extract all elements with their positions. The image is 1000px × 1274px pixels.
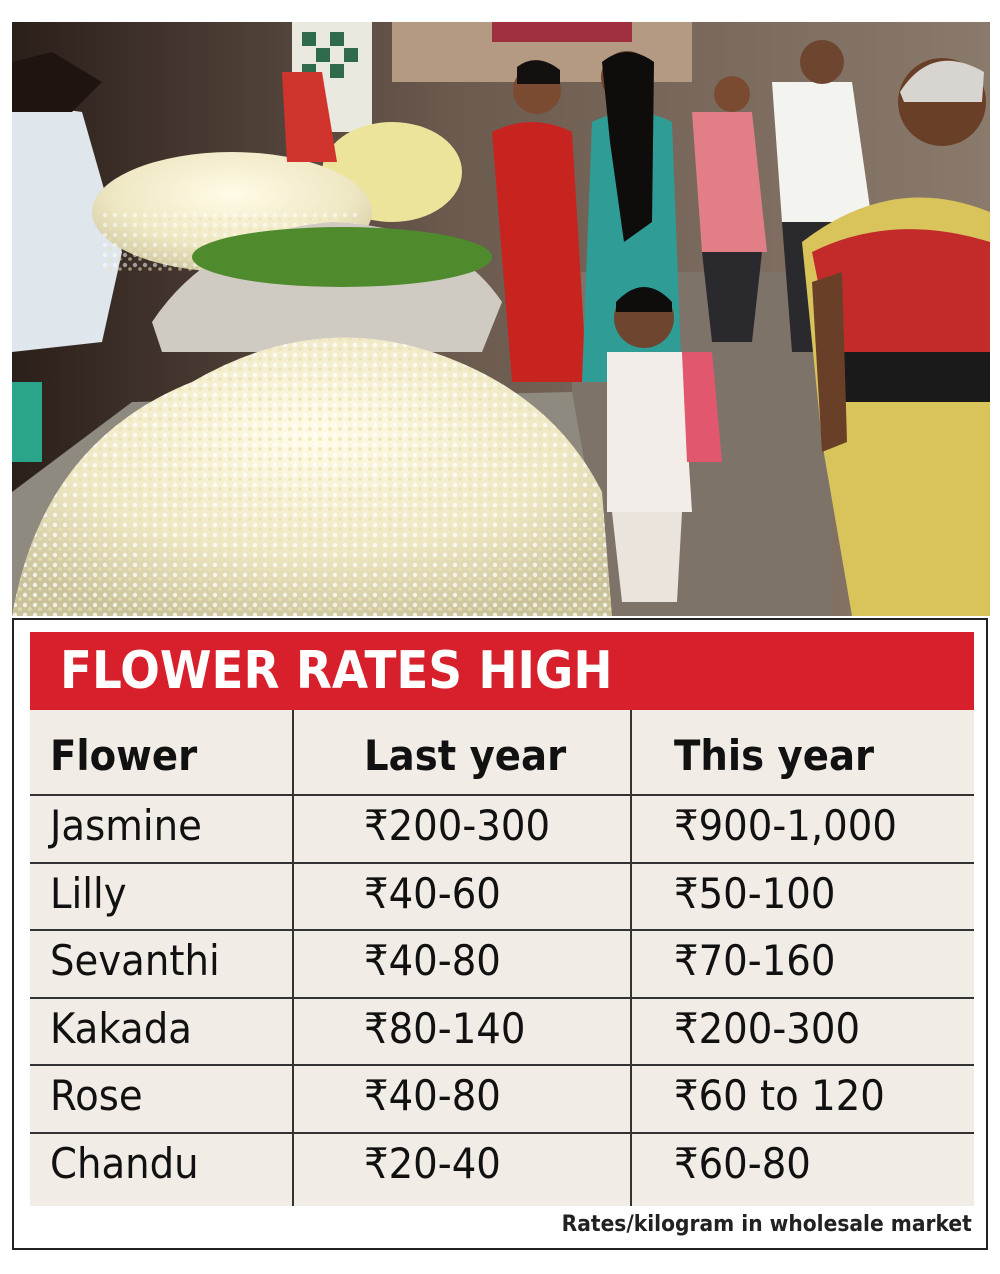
last-year-rate: ₹40-80 xyxy=(364,936,501,985)
this-year-rate: ₹60 to 120 xyxy=(674,1071,885,1120)
row-divider xyxy=(30,794,974,796)
last-year-rate: ₹20-40 xyxy=(364,1139,501,1188)
this-year-rate: ₹60-80 xyxy=(674,1139,811,1188)
last-year-rate: ₹200-300 xyxy=(364,801,551,850)
banner-title: FLOWER RATES HIGH xyxy=(60,641,613,701)
flower-name: Sevanthi xyxy=(50,936,220,985)
flower-name: Lilly xyxy=(50,869,127,918)
column-divider xyxy=(292,710,294,1206)
last-year-rate: ₹80-140 xyxy=(364,1004,526,1053)
this-year-rate: ₹200-300 xyxy=(674,1004,861,1053)
flower-name: Chandu xyxy=(50,1139,199,1188)
flower-market-image xyxy=(12,22,990,616)
flower-name: Kakada xyxy=(50,1004,192,1053)
this-year-rate: ₹70-160 xyxy=(674,936,836,985)
this-year-rate: ₹50-100 xyxy=(674,869,836,918)
row-divider xyxy=(30,1132,974,1134)
rates-table xyxy=(30,710,974,1206)
header-this-year: This year xyxy=(674,731,875,780)
title-banner: FLOWER RATES HIGH xyxy=(30,632,974,710)
row-divider xyxy=(30,929,974,931)
flower-name: Jasmine xyxy=(50,801,202,850)
flower-name: Rose xyxy=(50,1071,143,1120)
column-divider xyxy=(630,710,632,1206)
header-flower: Flower xyxy=(50,731,198,780)
last-year-rate: ₹40-60 xyxy=(364,869,501,918)
last-year-rate: ₹40-80 xyxy=(364,1071,501,1120)
this-year-rate: ₹900-1,000 xyxy=(674,801,897,850)
row-divider xyxy=(30,862,974,864)
row-divider xyxy=(30,997,974,999)
row-divider xyxy=(30,1064,974,1066)
rates-box: FLOWER RATES HIGH Flower Last year This … xyxy=(12,618,988,1250)
market-photo xyxy=(12,22,990,616)
footnote: Rates/kilogram in wholesale market xyxy=(561,1212,972,1237)
header-last-year: Last year xyxy=(364,731,567,780)
